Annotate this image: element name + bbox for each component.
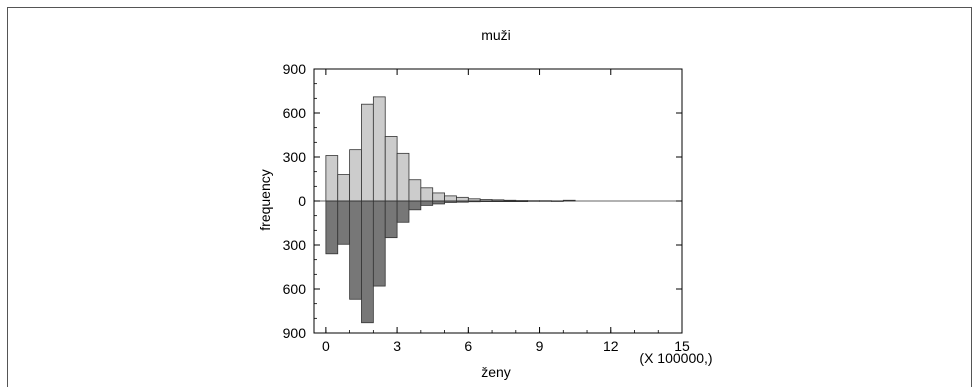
bar-ženy-1 [337,200,351,245]
bar-muži-3 [361,103,374,202]
bar-ženy-0 [325,200,339,255]
y-tick-label-6: 900 [283,325,307,341]
x-tick-label-4: 12 [603,338,619,354]
y-tick-label-1: 600 [283,105,307,121]
bar-muži-11 [456,196,469,202]
bar-muži-0 [325,155,339,202]
y-tick-label-0: 900 [283,61,307,77]
bar-ženy-9 [432,200,445,205]
y-tick-label-3: 0 [298,193,306,209]
chart-frame [7,7,972,387]
bar-muži-10 [444,195,457,202]
bar-ženy-6 [396,200,410,223]
bar-muži-4 [372,96,386,202]
x-tick-label-3: 9 [536,338,544,354]
y-tick-label-4: 300 [283,237,307,253]
bar-muži-6 [396,152,410,202]
bar-muži-9 [432,192,445,202]
x-tick-label-5: 15 [674,338,690,354]
y-tick-label-2: 300 [283,149,307,165]
y-tick-label-5: 600 [283,281,307,297]
bar-ženy-8 [420,200,434,206]
bar-ženy-5 [384,200,398,239]
bar-ženy-3 [361,200,374,324]
bar-muži-5 [384,136,398,202]
x-tick-label-2: 6 [464,338,472,354]
bar-muži-8 [420,187,434,202]
bar-ženy-2 [349,200,362,300]
x-tick-label-0: 0 [322,338,330,354]
bar-muži-2 [349,149,362,202]
y-axis-label: frequency [257,169,273,230]
bar-muži-7 [408,179,422,202]
bar-muži-1 [337,174,351,202]
bar-ženy-4 [372,200,386,287]
chart-title: muži [481,27,511,43]
x-tick-label-1: 3 [393,338,401,354]
x-axis-label: ženy [481,364,511,380]
x-multiplier-label: (X 100000,) [639,350,712,366]
bar-ženy-7 [408,200,422,211]
